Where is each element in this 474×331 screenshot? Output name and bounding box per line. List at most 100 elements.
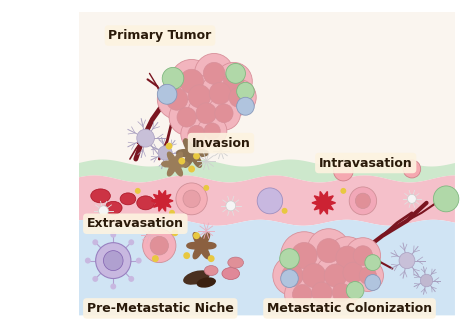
- Polygon shape: [177, 139, 209, 167]
- Circle shape: [110, 284, 116, 290]
- Circle shape: [325, 275, 358, 309]
- Text: Metastatic Colonization: Metastatic Colonization: [267, 302, 432, 315]
- Circle shape: [365, 274, 381, 291]
- Circle shape: [303, 273, 340, 311]
- Circle shape: [273, 256, 312, 296]
- Circle shape: [169, 210, 175, 216]
- Polygon shape: [79, 160, 455, 182]
- Circle shape: [352, 260, 383, 292]
- Circle shape: [223, 71, 244, 92]
- Circle shape: [215, 104, 233, 122]
- Circle shape: [172, 229, 178, 236]
- Circle shape: [340, 188, 346, 194]
- Circle shape: [135, 188, 141, 194]
- Circle shape: [359, 267, 376, 284]
- Circle shape: [181, 118, 212, 150]
- Circle shape: [183, 190, 200, 208]
- Circle shape: [176, 183, 207, 215]
- Circle shape: [103, 251, 123, 270]
- Circle shape: [281, 232, 328, 279]
- Circle shape: [194, 54, 234, 93]
- Circle shape: [221, 79, 256, 115]
- Circle shape: [165, 143, 173, 150]
- Circle shape: [128, 239, 134, 245]
- Circle shape: [315, 255, 356, 297]
- Ellipse shape: [222, 267, 239, 279]
- Circle shape: [178, 158, 185, 165]
- Circle shape: [229, 87, 248, 107]
- Circle shape: [356, 193, 371, 209]
- Circle shape: [110, 232, 116, 238]
- Circle shape: [137, 129, 155, 147]
- Text: Invasion: Invasion: [191, 137, 250, 150]
- Circle shape: [280, 249, 299, 268]
- Circle shape: [203, 63, 225, 84]
- Ellipse shape: [228, 257, 244, 268]
- Text: Pre-Metastatic Niche: Pre-Metastatic Niche: [87, 302, 234, 315]
- Circle shape: [399, 253, 415, 269]
- Ellipse shape: [120, 193, 136, 205]
- Ellipse shape: [91, 189, 110, 203]
- Circle shape: [336, 246, 358, 269]
- Circle shape: [433, 186, 459, 212]
- Circle shape: [365, 255, 381, 270]
- Circle shape: [343, 262, 364, 283]
- Circle shape: [334, 161, 353, 181]
- Circle shape: [317, 239, 340, 263]
- Polygon shape: [162, 152, 188, 176]
- Circle shape: [92, 276, 98, 282]
- Circle shape: [420, 274, 433, 287]
- Circle shape: [162, 68, 184, 89]
- Text: Primary Tumor: Primary Tumor: [109, 29, 211, 42]
- Ellipse shape: [183, 270, 210, 285]
- Circle shape: [157, 79, 197, 119]
- Circle shape: [157, 84, 177, 104]
- Circle shape: [292, 285, 312, 304]
- Circle shape: [257, 188, 283, 214]
- Circle shape: [284, 276, 320, 312]
- Circle shape: [158, 146, 172, 160]
- Circle shape: [215, 63, 252, 100]
- Circle shape: [169, 99, 204, 135]
- Circle shape: [193, 153, 200, 160]
- Circle shape: [198, 116, 227, 146]
- Circle shape: [292, 254, 336, 298]
- Ellipse shape: [204, 265, 218, 275]
- Circle shape: [188, 125, 205, 143]
- Circle shape: [237, 97, 254, 115]
- Circle shape: [282, 264, 303, 287]
- Circle shape: [201, 73, 239, 113]
- Circle shape: [307, 229, 350, 272]
- Circle shape: [204, 123, 220, 139]
- Polygon shape: [312, 191, 336, 214]
- Circle shape: [311, 282, 332, 303]
- Circle shape: [188, 85, 211, 108]
- Circle shape: [353, 246, 373, 265]
- Circle shape: [177, 107, 196, 127]
- Circle shape: [207, 96, 240, 130]
- Polygon shape: [187, 233, 216, 259]
- Circle shape: [302, 263, 326, 288]
- Circle shape: [208, 255, 215, 262]
- Polygon shape: [79, 175, 455, 226]
- Circle shape: [188, 166, 195, 172]
- Circle shape: [226, 201, 236, 211]
- Circle shape: [335, 254, 372, 292]
- Polygon shape: [79, 220, 455, 315]
- Circle shape: [193, 232, 200, 239]
- Circle shape: [180, 69, 203, 93]
- Circle shape: [327, 237, 368, 278]
- Circle shape: [226, 64, 246, 83]
- Circle shape: [128, 276, 134, 282]
- Circle shape: [209, 82, 231, 104]
- Circle shape: [346, 281, 364, 300]
- Circle shape: [152, 255, 159, 262]
- Circle shape: [150, 236, 168, 255]
- Circle shape: [85, 258, 91, 263]
- Circle shape: [136, 258, 142, 263]
- Circle shape: [403, 160, 421, 178]
- Circle shape: [179, 75, 220, 117]
- Circle shape: [291, 243, 317, 269]
- Ellipse shape: [104, 201, 122, 214]
- Circle shape: [282, 208, 288, 214]
